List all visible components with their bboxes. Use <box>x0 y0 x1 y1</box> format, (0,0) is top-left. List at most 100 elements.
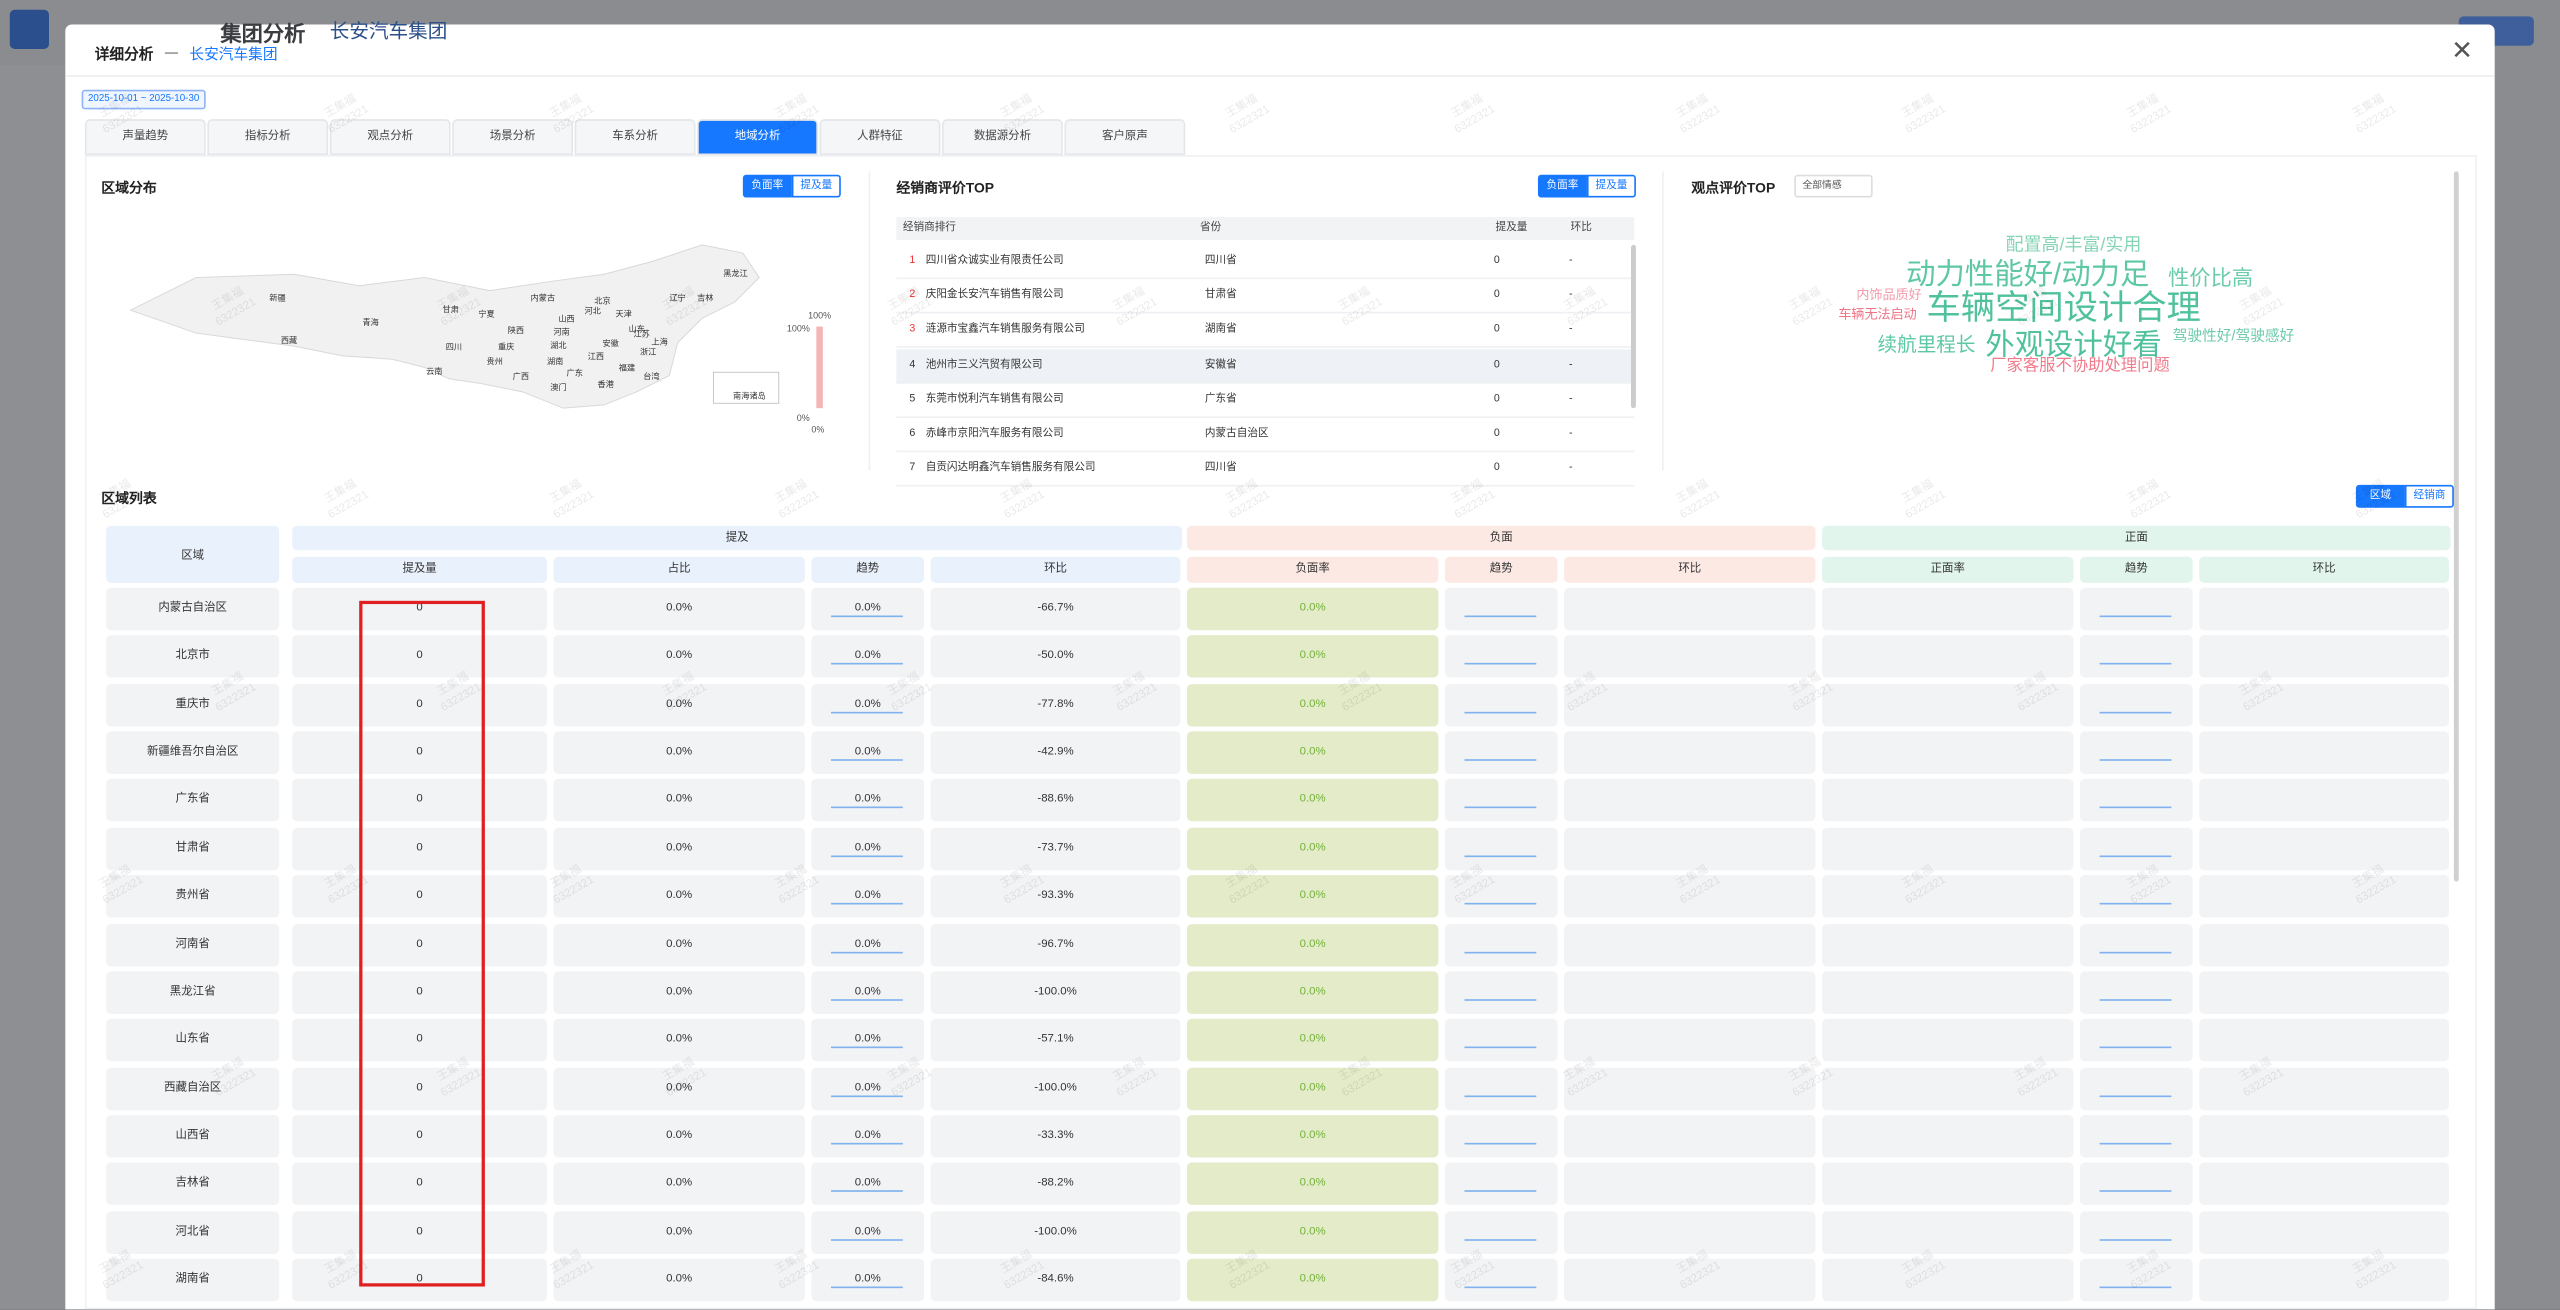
table-cell <box>553 1067 805 1110</box>
trend-sparkline <box>831 1094 903 1097</box>
date-tag: 2025-10-01 ~ 2025-10-30 <box>81 89 206 110</box>
cell-text: 0 <box>416 794 423 806</box>
table-cell <box>811 683 925 727</box>
cell-text: 0.0% <box>854 1033 881 1046</box>
cell-text: 新疆维吾尔自治区 <box>146 746 239 758</box>
map-label: 青海 <box>362 318 379 329</box>
legend-max: 100% <box>808 311 832 322</box>
tab[interactable]: 声量趋势 <box>84 119 206 156</box>
map-label: 河北 <box>584 306 601 317</box>
table-cell <box>553 827 805 870</box>
table-cell <box>2079 1210 2193 1254</box>
filter-select[interactable]: 全部情感 <box>1794 174 1873 198</box>
trend-sparkline <box>831 1142 903 1145</box>
table-cell <box>2079 1115 2193 1158</box>
table-cell <box>106 1067 280 1110</box>
cell-text: 0.0% <box>666 937 693 950</box>
tab-content-border <box>84 155 2477 1310</box>
table-cell <box>930 971 1181 1014</box>
map-label: 贵州 <box>486 357 503 368</box>
table-cell <box>292 683 547 727</box>
cell-text <box>1564 636 1815 678</box>
cell-text: 0.0% <box>1299 985 1326 998</box>
trend-sparkline <box>2099 903 2172 905</box>
table-cell <box>1564 875 1816 918</box>
table-cell <box>811 971 925 1014</box>
trend-sparkline <box>1464 663 1537 666</box>
toggle-option[interactable]: 负面率 <box>1537 174 1587 198</box>
table-cell <box>106 1258 280 1302</box>
group-header: 提及 <box>292 525 1183 551</box>
cell-text: 广东省 <box>175 794 210 806</box>
cell-text: 0.0% <box>854 1225 881 1238</box>
table-cell <box>1444 1067 1558 1110</box>
tab[interactable]: 观点分析 <box>329 119 451 156</box>
group-header: 负面 <box>1186 525 1816 551</box>
table-cell <box>1444 587 1558 631</box>
table-cell <box>553 923 805 966</box>
tab[interactable]: 客户原声 <box>1064 119 1186 156</box>
trend-sparkline <box>831 711 903 714</box>
table-cell <box>292 1115 547 1158</box>
header-divider <box>65 75 2495 77</box>
cell-text: 0 <box>416 890 423 902</box>
tab[interactable]: 人群特征 <box>819 119 941 156</box>
map-label: 上海 <box>651 337 668 348</box>
map-label: 山东 <box>628 324 645 335</box>
map-label: 四川 <box>445 342 463 353</box>
map-label: 湖北 <box>550 341 567 352</box>
toggle-option[interactable]: 提及量 <box>1586 174 1636 198</box>
table-cell <box>1822 875 2074 918</box>
cloud-word: 外观设计好看 <box>1985 328 2162 361</box>
trend-sparkline <box>2099 951 2172 953</box>
toggle-option[interactable]: 区域 <box>2355 484 2405 508</box>
cloud-word: 配置高/丰富/实用 <box>2005 235 2142 256</box>
table-cell <box>292 1258 547 1302</box>
trend-sparkline <box>1464 1094 1537 1097</box>
cell-text: 0 <box>416 650 423 662</box>
dealer-rank: 6 <box>909 427 916 440</box>
table-cell <box>1444 1258 1558 1302</box>
trend-sparkline <box>2099 1190 2172 1193</box>
tab[interactable]: 车系分析 <box>574 119 696 156</box>
table-cell <box>553 779 805 822</box>
panel-title: 区域分布 <box>101 179 157 196</box>
background-sidebar <box>0 65 66 1310</box>
dealer-rank: 7 <box>909 462 916 474</box>
table-cell <box>106 1019 280 1062</box>
table-cell <box>1444 1019 1558 1062</box>
dealer-cell: - <box>1568 358 1573 370</box>
table-cell <box>2079 923 2193 966</box>
table-cell <box>553 1115 805 1158</box>
tab[interactable]: 地域分析 <box>697 119 818 156</box>
table-cell <box>1822 731 2074 775</box>
trend-sparkline <box>2099 615 2172 618</box>
cell-text: 0.0% <box>666 650 693 662</box>
toggle-option[interactable]: 经销商 <box>2404 484 2454 508</box>
trend-sparkline <box>1464 1190 1537 1193</box>
table-cell <box>106 779 280 822</box>
dealer-rank: 3 <box>909 323 916 336</box>
trend-sparkline <box>2099 1094 2172 1097</box>
table-cell <box>292 731 547 775</box>
map-label: 云南 <box>426 367 443 378</box>
map-label: 台湾 <box>643 372 660 383</box>
tab[interactable]: 数据源分析 <box>942 119 1063 156</box>
tab[interactable]: 指标分析 <box>207 119 329 156</box>
cell-text: 0.0% <box>1299 890 1326 902</box>
dealer-cell: - <box>1568 254 1573 267</box>
tab[interactable]: 场景分析 <box>452 119 574 156</box>
table-cell <box>106 1115 280 1158</box>
cell-text: 河南省 <box>175 937 210 950</box>
table-cell <box>811 1210 925 1254</box>
cloud-word: 驾驶性好/驾驶感好 <box>2172 327 2295 344</box>
toggle-option[interactable]: 负面率 <box>742 174 792 198</box>
toggle-option[interactable]: 提及量 <box>791 174 841 198</box>
close-button[interactable]: ✕ <box>2451 37 2473 66</box>
panel-divider <box>1662 171 1664 471</box>
dealer-cell: 四川省 <box>1204 462 1237 474</box>
map-label: 宁夏 <box>478 310 495 320</box>
table-cell <box>811 1162 925 1206</box>
table-cell <box>2199 1019 2449 1062</box>
trend-sparkline <box>2099 663 2172 666</box>
